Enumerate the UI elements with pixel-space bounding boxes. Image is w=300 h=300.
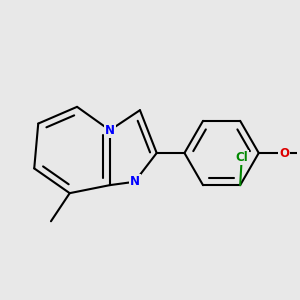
Text: N: N [130, 175, 140, 188]
Text: O: O [279, 146, 289, 160]
Text: N: N [105, 124, 115, 137]
Text: Cl: Cl [235, 151, 248, 164]
